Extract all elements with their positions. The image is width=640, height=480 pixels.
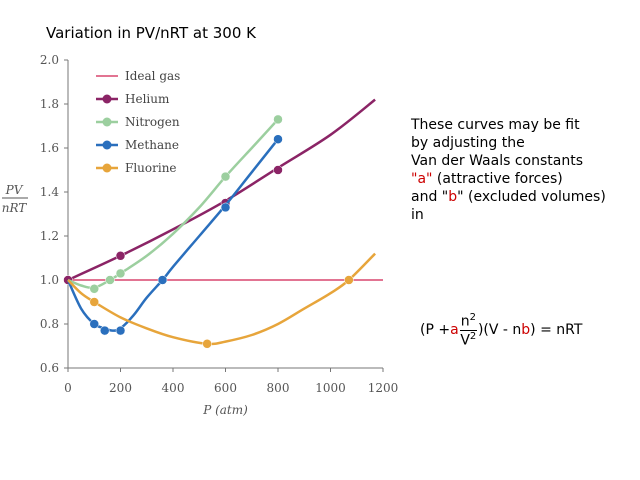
helium-data-point (273, 165, 283, 175)
x-tick-label: 1000 (315, 381, 346, 395)
eq-end: ) = nRT (530, 322, 583, 339)
x-tick-label: 200 (109, 381, 132, 395)
fluorine-legend-label: Fluorine (125, 161, 177, 175)
methane-data-point (115, 325, 126, 336)
nitrogen-legend-marker (102, 117, 112, 127)
methane-data-point (89, 319, 99, 329)
y-axis-label-denominator: nRT (2, 201, 28, 215)
y-axis-label-numerator: PV (5, 183, 24, 197)
nitrogen-data-point (220, 171, 231, 182)
eq-fraction: n2 V2 (459, 312, 477, 349)
helium-data-point (115, 251, 126, 261)
note-line-2: by adjusting the (411, 135, 525, 151)
fluorine-data-point (344, 275, 354, 285)
note-line-1: These curves may be fit (411, 117, 580, 133)
nitrogen-data-point (105, 275, 115, 285)
ideal-gas-legend-label: Ideal gas (125, 69, 180, 83)
x-tick-label: 0 (64, 381, 72, 395)
nitrogen-data-point (273, 114, 283, 125)
note-line-6: in (411, 207, 424, 223)
y-tick-label: 0.8 (40, 317, 59, 331)
note-a-text: (attractive forces) (432, 171, 563, 187)
x-tick-label: 600 (214, 381, 237, 395)
methane-data-point (220, 202, 231, 213)
x-tick-label: 400 (162, 381, 185, 395)
nitrogen-legend-label: Nitrogen (125, 115, 180, 129)
note-b-text: " (excluded volumes) (457, 189, 606, 205)
x-axis-label: P (atm) (202, 403, 248, 417)
y-tick-label: 1.6 (40, 141, 59, 155)
note-line-5: and "b" (excluded volumes) (411, 188, 606, 206)
eq-den-v: V (460, 332, 470, 349)
chart-series (63, 98, 383, 349)
note-line-3: Van der Waals constants (411, 153, 583, 169)
eq-open: (P + (420, 322, 451, 339)
fluorine-legend-marker (102, 163, 112, 173)
eq-a: a (450, 322, 459, 339)
eq-denominator: V2 (460, 331, 476, 349)
x-tick-label: 800 (267, 381, 290, 395)
chart-legend: Ideal gas Helium Nitrogen Methane Fluorine (96, 69, 180, 175)
eq-num-n: n (460, 313, 470, 330)
eq-numerator: n2 (459, 312, 477, 331)
note-line-4: "a" (attractive forces) (411, 170, 606, 188)
eq-mid: )(V - n (477, 322, 522, 339)
methane-legend-label: Methane (125, 138, 179, 152)
fluorine-data-point (202, 339, 212, 349)
nitrogen-data-point (89, 284, 99, 294)
nitrogen-data-point (115, 268, 126, 279)
methane-legend-marker (102, 140, 112, 150)
helium-legend-marker (102, 94, 112, 104)
helium-series-line (67, 98, 376, 282)
van-der-waals-equation: (P + a n2 V2 )(V - n b ) = nRT (420, 312, 582, 348)
methane-data-point (100, 325, 110, 336)
methane-data-point (273, 134, 283, 144)
y-tick-label: 1.4 (40, 185, 59, 199)
explanatory-note: These curves may be fit by adjusting the… (411, 116, 606, 224)
x-tick-label: 1200 (368, 381, 399, 395)
eq-b: b (521, 322, 531, 339)
eq-den-sup: 2 (469, 330, 477, 342)
fluorine-data-point (89, 297, 99, 307)
y-tick-label: 0.6 (40, 361, 59, 375)
note-b-symbol: b (448, 189, 458, 205)
chart-axes: 0.6 0.8 1.0 1.2 1.4 1.6 1.8 2.0 0 200 400 600 800 100… (2, 53, 399, 417)
note-a-symbol: "a" (411, 171, 433, 187)
helium-legend-label: Helium (125, 92, 170, 106)
eq-num-sup: 2 (469, 312, 476, 323)
y-tick-label: 2.0 (40, 53, 59, 67)
methane-data-point (157, 275, 168, 285)
y-tick-label: 1.0 (40, 273, 59, 287)
note-b-pre: and " (411, 189, 449, 205)
chart-title: Variation in PV/nRT at 300 K (46, 24, 256, 42)
y-tick-label: 1.8 (40, 97, 59, 111)
y-tick-label: 1.2 (40, 229, 59, 243)
